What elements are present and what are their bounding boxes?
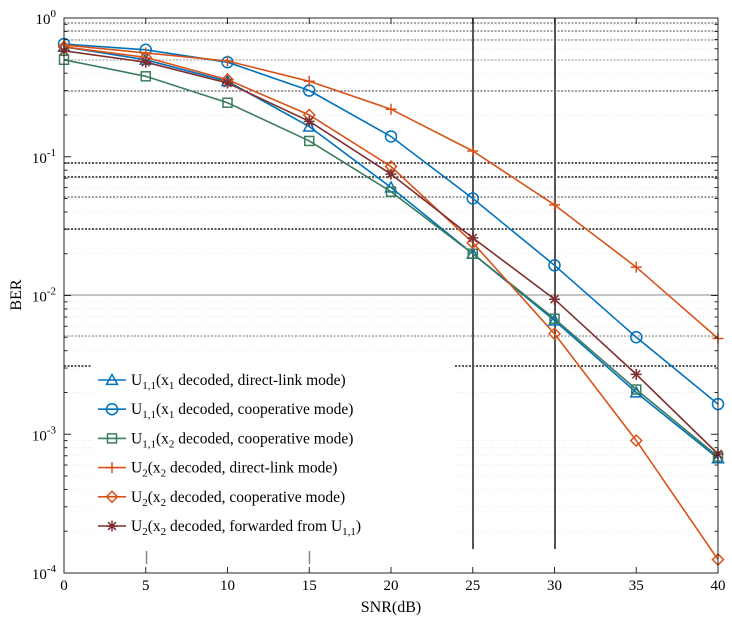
series-marker-star [467,232,479,244]
x-tick-label: 20 [384,578,399,594]
series-marker-plus [549,199,560,211]
series-marker-square [106,433,118,444]
axes: 0 5 10 15 20 25 30 35 40 100 10-1 10-2 10-3 10-4 [32,8,726,594]
series-marker-star [106,520,118,532]
legend-label-5: U2(x2 decoded, cooperative mode) [131,489,345,509]
series-marker-square [222,97,233,109]
legend-label-4: U2(x2 decoded, direct-link mode) [131,460,337,480]
x-tick-label: 5 [142,578,150,594]
x-tick-label: 40 [711,578,726,594]
x-tick-label: 0 [60,578,68,594]
legend-label-6: U2(x2 decoded, forwarded from U1,1) [131,518,361,538]
x-tick-label: 25 [465,578,480,594]
y-tick-label: 10-1 [32,147,56,167]
legend-box [92,358,455,551]
series-marker-circle [548,259,561,272]
series-marker-star [630,368,642,380]
x-tick-label: 35 [629,578,644,594]
series-marker-star [140,56,152,68]
series-marker-triangle [105,372,119,386]
series-line-5 [63,46,719,561]
series-marker-plus [106,462,118,474]
series-line-2 [63,43,719,405]
x-tick-label: 30 [547,578,562,594]
legend-label-1: U1,1(x1 decoded, direct-link mode) [131,372,346,392]
legend: U1,1(x1 decoded, direct-link mode) U1,1(x… [92,358,455,551]
series-marker-square [631,384,642,395]
series-marker-star [222,77,233,89]
y-tick-label: 10-3 [32,424,57,444]
series-line-3 [63,59,719,458]
series-marker-star [303,115,315,127]
series-marker-plus [303,75,315,87]
series-marker-plus [630,261,642,273]
x-tick-label: 10 [220,578,235,594]
series-marker-square [549,313,560,324]
x-axis-label: SNR(dB) [361,599,421,616]
series-marker-circle [105,402,119,416]
series-marker-triangle [547,313,562,326]
y-axis-label: BER [8,279,25,310]
series-marker-square [140,71,151,82]
series-marker-diamond [629,434,643,448]
series-marker-plus [222,55,233,67]
series-marker-plus [385,103,397,115]
series-marker-circle [630,331,643,344]
y-tick-label: 10-4 [32,563,57,583]
legend-label-2: U1,1(x1 decoded, cooperative mode) [131,401,353,421]
plot-series [57,37,725,567]
series-marker-triangle [302,119,317,132]
y-tick-label: 100 [36,8,57,28]
series-marker-diamond [105,490,119,504]
series-marker-circle [384,130,398,143]
series-marker-circle [466,192,479,205]
series-marker-plus [467,145,479,157]
x-tick-label: 15 [302,578,317,594]
legend-label-3: U1,1(x2 decoded, cooperative mode) [131,430,353,450]
series-marker-square [385,186,397,197]
series-marker-star [385,168,397,180]
y-tick-label: 10-2 [32,286,56,306]
series-marker-diamond [547,327,562,341]
series-marker-star [549,293,560,305]
series-marker-square [304,135,315,147]
